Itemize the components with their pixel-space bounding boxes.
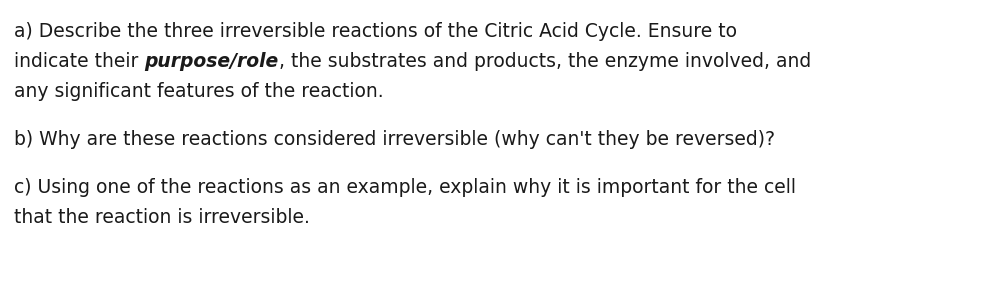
Text: , the substrates and products, the enzyme involved, and: , the substrates and products, the enzym… (279, 52, 810, 71)
Text: c) Using one of the reactions as an example, explain why it is important for the: c) Using one of the reactions as an exam… (14, 178, 796, 197)
Text: a) Describe the three irreversible reactions of the Citric Acid Cycle. Ensure to: a) Describe the three irreversible react… (14, 22, 737, 41)
Text: any significant features of the reaction.: any significant features of the reaction… (14, 82, 384, 101)
Text: indicate their: indicate their (14, 52, 145, 71)
Text: purpose/role: purpose/role (145, 52, 279, 71)
Text: that the reaction is irreversible.: that the reaction is irreversible. (14, 208, 310, 227)
Text: b) Why are these reactions considered irreversible (why can't they be reversed)?: b) Why are these reactions considered ir… (14, 130, 775, 149)
